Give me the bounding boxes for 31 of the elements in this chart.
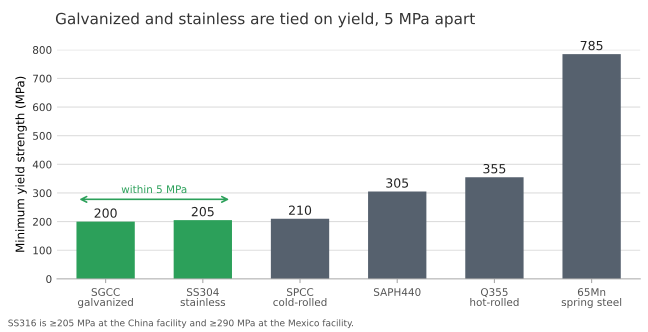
x-tick-label: SS304 stainless <box>180 288 226 306</box>
bar <box>270 218 330 279</box>
bar <box>174 220 232 279</box>
y-tick-label: 700 <box>33 74 52 83</box>
y-tick-label: 300 <box>33 189 52 198</box>
y-tick-label: 500 <box>33 132 52 140</box>
y-tick-label: 800 <box>32 46 52 54</box>
y-tick-label: 600 <box>33 103 52 112</box>
annotation: within 5 MPa <box>122 185 186 194</box>
bar <box>76 222 135 279</box>
y-tick-label: 400 <box>32 160 52 168</box>
x-tick-label: Q355 hot-rolled <box>470 288 518 306</box>
data-label: 200 <box>94 208 117 218</box>
bar <box>465 177 524 279</box>
x-tick-label: SPCC cold-rolled <box>273 288 326 306</box>
x-tick-label: 65Mn spring steel <box>562 288 622 308</box>
chart-title: Galvanized and stainless are tied on yield, 5 MPa apart <box>56 12 475 28</box>
data-label: 355 <box>483 164 506 174</box>
bar <box>368 192 426 279</box>
data-label: 210 <box>289 205 312 215</box>
x-tick-label: SAPH440 <box>374 288 420 296</box>
bar <box>562 54 621 279</box>
y-tick-label: 100 <box>33 246 52 254</box>
y-tick-label: 200 <box>33 218 52 226</box>
y-tick-label: 0 <box>46 275 52 283</box>
text: SS316 is ≥205 MPa at the China facility and ≥290 MPa at the Mexico facility. <box>8 319 354 328</box>
y-axis-title: Minimum yield strength (MPa) <box>15 76 27 252</box>
data-label: 305 <box>386 178 408 188</box>
data-label: 785 <box>580 40 602 50</box>
x-tick-label: SGCC galvanized <box>78 288 133 308</box>
data-label: 205 <box>192 206 214 216</box>
